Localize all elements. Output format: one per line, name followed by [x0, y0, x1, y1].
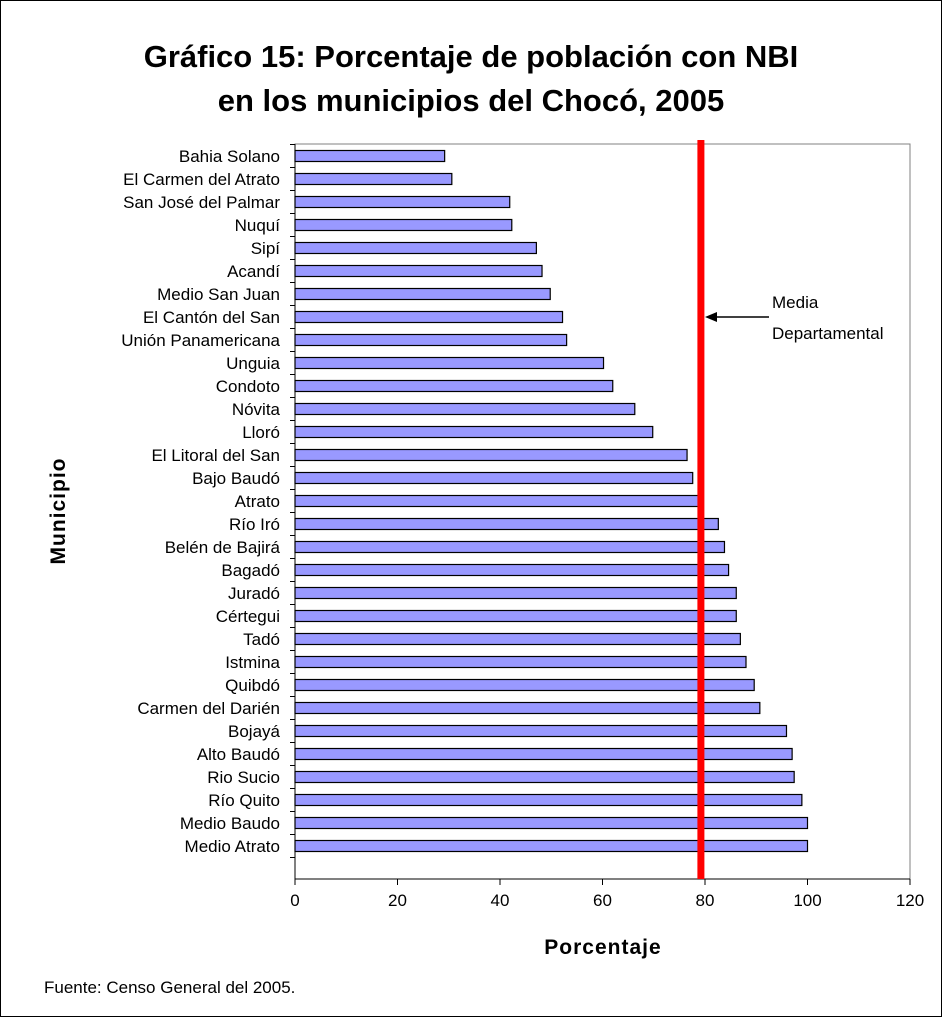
- category-label: Rio Sucio: [207, 768, 280, 787]
- x-tick-label: 60: [593, 891, 612, 910]
- bar: [294, 448, 688, 462]
- chart-title-line-1: Gráfico 15: Porcentaje de población con …: [143, 39, 799, 74]
- category-label: Condoto: [216, 377, 280, 396]
- category-label: Cértegui: [216, 607, 280, 626]
- category-label: San José del Palmar: [123, 193, 280, 212]
- category-label: El Cantón del San: [143, 308, 280, 327]
- x-axis-title: Porcentaje: [544, 936, 661, 959]
- category-label: Río Iró: [229, 515, 280, 534]
- bar: [294, 310, 564, 324]
- bar: [294, 793, 803, 807]
- bar: [294, 264, 543, 278]
- category-label: Unión Panamericana: [121, 331, 280, 350]
- category-label: Nuquí: [235, 216, 281, 235]
- category-label: Unguia: [226, 354, 280, 373]
- bar: [294, 632, 741, 646]
- category-label: Alto Baudó: [197, 745, 280, 764]
- category-label: Bajo Baudó: [192, 469, 280, 488]
- x-tick-label: 20: [388, 891, 407, 910]
- bar: [294, 195, 511, 209]
- category-label: El Litoral del San: [151, 446, 280, 465]
- mean-reference-line: [697, 140, 705, 879]
- bar: [294, 218, 513, 232]
- x-tick-label: 40: [491, 891, 510, 910]
- bar: [294, 494, 703, 508]
- category-label: Bahia Solano: [179, 147, 280, 166]
- plot-frame: [294, 143, 911, 880]
- bar: [294, 333, 568, 347]
- bar: [294, 747, 793, 761]
- category-label: Medio Atrato: [185, 837, 280, 856]
- x-tick-label: 80: [696, 891, 715, 910]
- category-label: Medio San Juan: [157, 285, 280, 304]
- bar: [294, 586, 737, 600]
- x-tick-label: 120: [896, 891, 924, 910]
- category-label: Acandí: [227, 262, 280, 281]
- bar: [294, 471, 694, 485]
- bar: [294, 172, 453, 186]
- category-label: Bagadó: [221, 561, 280, 580]
- source-note: Fuente: Censo General del 2005.: [44, 978, 296, 997]
- bar: [294, 287, 551, 301]
- bar: [294, 701, 761, 715]
- bar: [294, 609, 737, 623]
- category-label: Belén de Bajirá: [165, 538, 281, 557]
- annotation-arrowhead: [705, 312, 717, 322]
- category-label: Juradó: [228, 584, 280, 603]
- mean-annotation-line-1: Media: [772, 293, 819, 312]
- chart-title-line-2: en los municipios del Chocó, 2005: [217, 83, 725, 118]
- category-label: El Carmen del Atrato: [123, 170, 280, 189]
- category-label: Quibdó: [225, 676, 280, 695]
- category-label: Bojayá: [228, 722, 281, 741]
- category-label: Atrato: [235, 492, 280, 511]
- bar: [294, 540, 726, 554]
- bar: [294, 816, 809, 830]
- category-label: Tadó: [243, 630, 280, 649]
- bar: [294, 149, 446, 163]
- bar: [294, 678, 755, 692]
- y-axis-title: Municipio: [47, 458, 70, 565]
- bar: [294, 517, 719, 531]
- category-label: Río Quito: [208, 791, 280, 810]
- bar: [294, 402, 636, 416]
- bar: [294, 356, 605, 370]
- bar: [294, 379, 614, 393]
- bar: [294, 563, 730, 577]
- x-tick-label: 0: [290, 891, 299, 910]
- bar: [294, 770, 795, 784]
- bar: [294, 839, 809, 853]
- category-label: Nóvita: [232, 400, 281, 419]
- plot-area: Bahia Solano El Carmen del Atrato San José…: [47, 140, 924, 959]
- category-label: Medio Baudo: [180, 814, 280, 833]
- mean-annotation-line-2: Departamental: [772, 324, 884, 343]
- x-tick-label: 100: [793, 891, 821, 910]
- bar: [294, 655, 747, 669]
- category-label: Sipí: [251, 239, 281, 258]
- bar: [294, 241, 537, 255]
- category-label: Istmina: [225, 653, 280, 672]
- bar: [294, 425, 654, 439]
- category-label: Carmen del Darién: [137, 699, 280, 718]
- bar: [294, 724, 788, 738]
- category-label: Lloró: [242, 423, 280, 442]
